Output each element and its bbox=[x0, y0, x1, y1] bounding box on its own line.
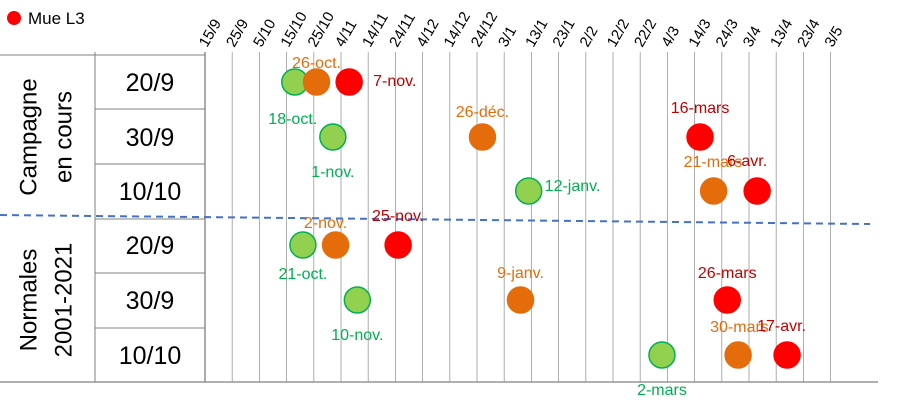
data-label: 2-nov. bbox=[304, 215, 347, 232]
x-tick-label: 23/4 bbox=[794, 16, 823, 50]
legend-marker bbox=[7, 11, 21, 25]
data-label: 25-nov. bbox=[372, 208, 424, 225]
data-point-orange bbox=[506, 286, 535, 314]
x-tick-label: 14/3 bbox=[685, 16, 714, 50]
x-tick-label: 4/12 bbox=[413, 16, 442, 50]
row-label: 20/9 bbox=[126, 232, 175, 260]
x-tick-label: 15/9 bbox=[196, 16, 225, 50]
x-tick-label: 13/4 bbox=[767, 16, 796, 50]
data-point-red bbox=[713, 286, 741, 314]
data-point-green bbox=[343, 286, 372, 314]
legend: Mue L3 bbox=[7, 9, 85, 28]
x-tick-label: 3/5 bbox=[821, 23, 846, 50]
data-point-orange bbox=[321, 231, 350, 259]
data-label: 6-avr. bbox=[727, 153, 767, 170]
x-tick-label: 25/9 bbox=[223, 16, 252, 50]
data-label: 16-mars bbox=[671, 100, 730, 117]
x-tick-label: 4/3 bbox=[658, 23, 683, 50]
row-label: 30/9 bbox=[126, 124, 175, 152]
group-labels: Campagne en cours Normales 2001-2021 bbox=[15, 78, 77, 357]
data-point-red bbox=[335, 68, 363, 96]
group-separator-dashed bbox=[0, 214, 871, 225]
x-tick-label: 3/4 bbox=[740, 23, 765, 50]
data-label: 18-oct. bbox=[268, 111, 317, 128]
data-label: 9-janv. bbox=[497, 265, 544, 282]
data-point-green bbox=[289, 231, 317, 259]
row-label: 10/10 bbox=[119, 178, 182, 206]
x-tick-label: 24/12 bbox=[468, 9, 501, 50]
x-tick-label: 25/10 bbox=[305, 9, 338, 50]
row-labels: 20/9 30/9 10/10 20/9 30/9 10/10 bbox=[119, 69, 182, 370]
data-point-orange bbox=[699, 177, 728, 205]
legend-label: Mue L3 bbox=[28, 9, 85, 28]
data-label: 21-mars bbox=[684, 154, 743, 171]
data-labels: 18-oct. 26-oct. 7-nov. 1-nov. 26-déc. 16-mars… bbox=[268, 55, 806, 399]
x-tick-label: 14/12 bbox=[441, 9, 474, 50]
data-label: 1-nov. bbox=[311, 164, 354, 181]
data-label: 17-avr. bbox=[757, 318, 806, 335]
x-tick-label: 12/2 bbox=[604, 16, 633, 50]
data-label: 12-janv. bbox=[545, 178, 601, 195]
data-point-green bbox=[319, 123, 347, 151]
data-point-red bbox=[743, 177, 771, 205]
group-label-line: 2001-2021 bbox=[50, 243, 77, 358]
data-point-orange bbox=[724, 341, 752, 369]
data-points bbox=[281, 68, 801, 369]
vertical-gridlines bbox=[204, 52, 831, 382]
x-tick-label: 14/11 bbox=[359, 10, 392, 50]
group-label-line: en cours bbox=[50, 91, 77, 183]
data-label: 21-oct. bbox=[278, 266, 327, 283]
x-tick-label: 15/10 bbox=[277, 9, 310, 50]
x-tick-labels: 15/925/95/1015/1025/104/1114/1124/114/12… bbox=[196, 9, 847, 50]
x-tick-label: 24/11 bbox=[386, 10, 419, 50]
data-point-red bbox=[773, 341, 801, 369]
data-point-green bbox=[648, 341, 676, 369]
group-label-line: Campagne bbox=[15, 78, 42, 195]
x-tick-label: 4/11 bbox=[332, 17, 361, 50]
x-tick-label: 3/1 bbox=[495, 23, 520, 50]
data-label: 7-nov. bbox=[373, 73, 416, 90]
row-label: 10/10 bbox=[119, 342, 182, 370]
data-label: 26-mars bbox=[698, 265, 757, 282]
data-point-red bbox=[686, 123, 714, 151]
row-label: 30/9 bbox=[126, 287, 175, 315]
data-label: 26-déc. bbox=[456, 104, 509, 121]
x-tick-label: 2/2 bbox=[577, 23, 602, 50]
x-tick-label: 22/2 bbox=[631, 16, 660, 50]
data-point-orange bbox=[302, 68, 331, 96]
data-label: 2-mars bbox=[637, 382, 687, 399]
x-tick-label: 23/1 bbox=[549, 16, 578, 50]
group-label-line: Normales bbox=[15, 249, 42, 352]
data-point-red bbox=[384, 231, 412, 259]
x-tick-label: 5/10 bbox=[250, 16, 279, 50]
data-label: 30-mars bbox=[710, 319, 769, 336]
data-point-orange bbox=[468, 123, 497, 151]
data-label: 10-nov. bbox=[331, 327, 383, 344]
row-label: 20/9 bbox=[126, 69, 175, 97]
x-tick-label: 24/3 bbox=[713, 16, 742, 50]
data-point-green bbox=[514, 177, 543, 205]
data-label: 26-oct. bbox=[292, 55, 341, 72]
x-tick-label: 13/1 bbox=[522, 16, 551, 50]
